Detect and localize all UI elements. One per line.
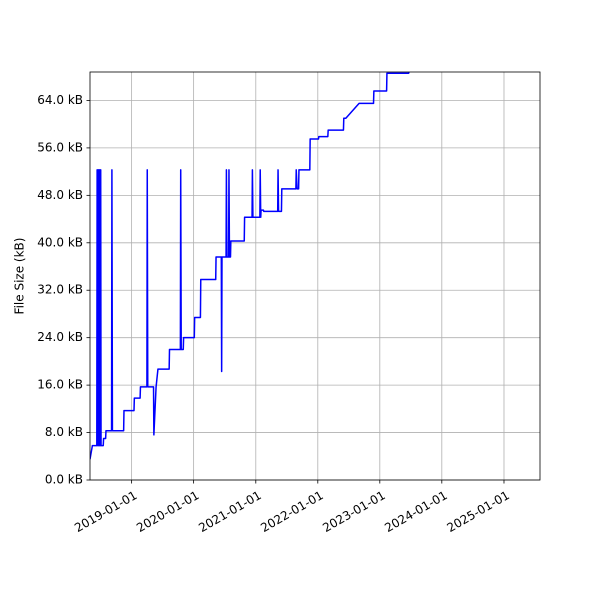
y-axis-ticks: 0.0 kB 8.0 kB 16.0 kB 24.0 kB 32.0 kB 40.0 kB… <box>37 93 90 487</box>
file-size-series-line <box>90 72 410 460</box>
y-tick-label: 64.0 kB <box>37 93 83 107</box>
y-tick-label: 32.0 kB <box>37 283 83 297</box>
plot-area <box>90 72 540 480</box>
y-tick-label: 0.0 kB <box>45 473 83 487</box>
y-tick-label: 56.0 kB <box>37 140 83 154</box>
y-axis-label: File Size (kB) <box>13 238 27 315</box>
y-tick-label: 48.0 kB <box>37 188 83 202</box>
plot-frame <box>89 71 541 481</box>
y-tick-label: 24.0 kB <box>37 330 83 344</box>
y-tick-label: 8.0 kB <box>45 425 83 439</box>
y-tick-label: 40.0 kB <box>37 235 83 249</box>
x-gridlines <box>131 72 505 480</box>
y-tick-label: 16.0 kB <box>37 378 83 392</box>
